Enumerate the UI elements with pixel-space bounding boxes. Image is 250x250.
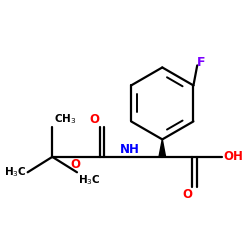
Text: H$_3$C: H$_3$C <box>78 173 101 187</box>
Text: O: O <box>182 188 192 201</box>
Text: O: O <box>90 113 100 126</box>
Text: H$_3$C: H$_3$C <box>4 165 27 179</box>
Text: CH$_3$: CH$_3$ <box>54 112 77 126</box>
Polygon shape <box>159 140 166 157</box>
Text: O: O <box>70 158 80 171</box>
Text: F: F <box>197 56 205 69</box>
Text: OH: OH <box>223 150 243 163</box>
Text: NH: NH <box>120 143 139 156</box>
